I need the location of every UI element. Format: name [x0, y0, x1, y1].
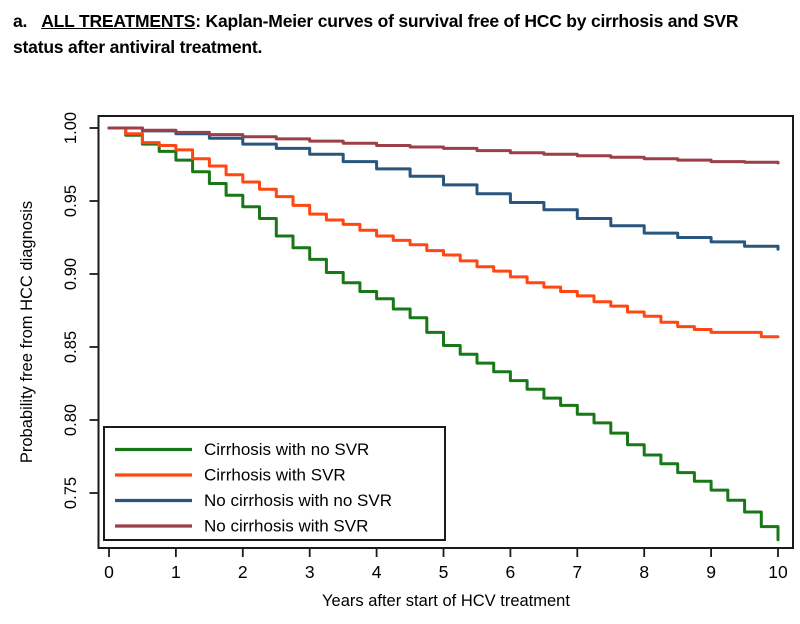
x-tick-label: 10 — [768, 562, 788, 582]
plot-frame — [97, 115, 794, 549]
x-tick-label: 2 — [238, 562, 248, 582]
y-tick-label: 0.75 — [62, 477, 80, 509]
km-curve-cirrhosis-with-no-svr — [107, 126, 780, 542]
y-tick-label: 1.00 — [62, 112, 80, 144]
y-tick-label: 0.85 — [62, 331, 80, 363]
legend-label-1: Cirrhosis with no SVR — [204, 440, 369, 459]
legend-label-4: No cirrhosis with SVR — [204, 517, 368, 536]
y-tick-label: 0.80 — [62, 404, 80, 436]
km-curve-no-cirrhosis-with-no-svr — [107, 126, 780, 251]
x-tick-label: 0 — [104, 562, 114, 582]
x-tick-label: 8 — [639, 562, 649, 582]
x-tick-label: 4 — [372, 562, 382, 582]
y-axis-label: Probability free from HCC diagnosis — [18, 201, 36, 463]
legend-label-2: Cirrhosis with SVR — [204, 466, 346, 485]
x-axis-label: Years after start of HCV treatment — [322, 592, 570, 610]
legend-label-3: No cirrhosis with no SVR — [204, 491, 392, 510]
x-tick-label: 1 — [171, 562, 181, 582]
km-curve-no-cirrhosis-with-svr — [107, 126, 780, 165]
figure-label: a. — [13, 11, 28, 31]
x-tick-label: 5 — [439, 562, 449, 582]
y-tick-label: 0.90 — [62, 258, 80, 290]
x-tick-label: 6 — [506, 562, 516, 582]
legend — [103, 426, 446, 541]
x-tick-label: 3 — [305, 562, 315, 582]
figure-title: a. ALL TREATMENTS: Kaplan-Meier curves of… — [13, 8, 788, 60]
x-tick-label: 7 — [572, 562, 582, 582]
km-curve-cirrhosis-with-svr — [107, 126, 780, 339]
figure-title-underlined: ALL TREATMENTS — [41, 11, 196, 31]
figure-title-rest: : Kaplan-Meier curves of survival free o… — [13, 11, 739, 57]
x-tick-label: 9 — [706, 562, 716, 582]
y-tick-label: 0.95 — [62, 185, 80, 217]
